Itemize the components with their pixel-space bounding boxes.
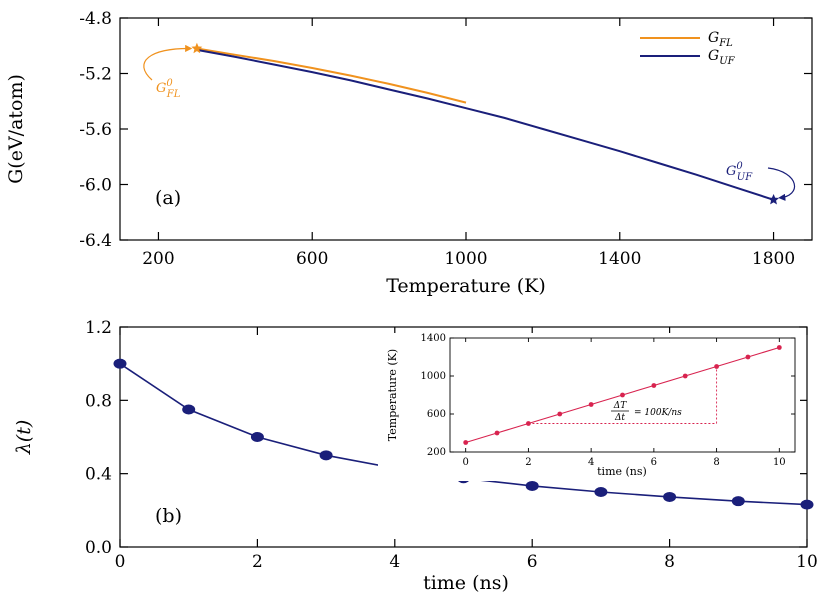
inset-data-point — [682, 373, 688, 379]
b-ytick-label: 0.8 — [85, 391, 112, 411]
inset-ytick-label: 1400 — [421, 333, 446, 344]
x-axis-title-b: time (ns) — [423, 572, 509, 594]
inset-ytick-label: 600 — [427, 409, 446, 420]
inset-data-point — [588, 402, 594, 407]
data-point-lambda — [731, 496, 745, 507]
inset-data-point — [526, 421, 531, 426]
inset-data-point — [494, 430, 500, 436]
a-ytick-label: -5.6 — [79, 120, 112, 140]
data-point-lambda — [800, 499, 814, 510]
b-ytick-label: 0.0 — [85, 538, 112, 558]
a-xtick-label: 1800 — [752, 249, 795, 269]
inset-xtick-label: 8 — [713, 457, 719, 468]
b-xtick-label: 8 — [664, 552, 675, 572]
inset-data-point — [651, 383, 657, 388]
b-xtick-label: 2 — [252, 552, 263, 572]
inset-xtick-label: 6 — [651, 457, 657, 468]
inset-data-point — [557, 411, 563, 417]
b-xtick-label: 0 — [115, 552, 126, 572]
inset-xtick-label: 4 — [588, 457, 594, 468]
inset-data-point — [776, 345, 782, 350]
inset-data-point — [463, 440, 469, 445]
a-ytick-label: -4.8 — [79, 9, 112, 29]
inset-data-point — [620, 392, 625, 398]
b-xtick-label: 4 — [389, 552, 400, 572]
star-marker-1 — [768, 194, 780, 205]
x-axis-title-a: Temperature (K) — [386, 275, 546, 297]
b-ytick-label: 1.2 — [85, 318, 112, 338]
a-ytick-label: -5.2 — [79, 65, 112, 85]
annotation-arrow-uf — [767, 167, 796, 201]
a-xtick-label: 1400 — [598, 249, 641, 269]
inset-x-axis-title: time (ns) — [597, 465, 647, 478]
b-xtick-label: 10 — [796, 552, 818, 572]
inset-ytick-label: 200 — [427, 447, 446, 458]
inset-y-axis-title: Temperature (K) — [386, 349, 399, 441]
annotation-gfl0: G0 FL — [156, 78, 181, 100]
series-line-G_FL — [196, 47, 467, 104]
a-ytick-label: -6.0 — [79, 176, 112, 196]
data-point-lambda — [594, 487, 608, 497]
data-point-lambda — [113, 358, 127, 369]
inset-xtick-label: 0 — [462, 457, 468, 468]
inset-annotation-numerator: ΔT — [613, 401, 627, 411]
inset-xtick-label: 10 — [773, 457, 786, 468]
inset-background — [378, 333, 800, 481]
legend-label-G_FL: GFL — [708, 30, 733, 49]
annotation-guf0: G0 UF — [726, 161, 753, 183]
inset-annotation-rate: = 100K/ns — [634, 408, 682, 418]
panel-label-b: (b) — [155, 505, 182, 527]
star-marker-0 — [191, 42, 203, 54]
a-xtick-label: 200 — [142, 249, 174, 269]
annotation-arrow-fl — [143, 44, 193, 81]
y-axis-title-a: G(eV/atom) — [5, 74, 27, 184]
data-point-lambda — [319, 450, 333, 461]
inset-plot-frame — [449, 337, 796, 453]
legend-label-G_UF: GUF — [708, 48, 736, 67]
panel-label-a: (a) — [155, 187, 181, 209]
inset-ytick-label: 1000 — [421, 371, 446, 382]
a-xtick-label: 1000 — [444, 249, 487, 269]
data-point-lambda — [525, 480, 539, 491]
a-xtick-label: 600 — [296, 249, 328, 269]
inset-data-point — [745, 354, 751, 360]
inset-xtick-label: 2 — [525, 457, 531, 468]
series-line-G_UF — [196, 48, 774, 201]
b-ytick-label: 0.4 — [85, 465, 112, 485]
data-point-lambda — [663, 491, 677, 502]
a-ytick-label: -6.4 — [79, 231, 112, 251]
data-point-lambda — [250, 432, 264, 442]
inset-annotation-denominator: Δt — [614, 413, 625, 423]
y-axis-title-b: λ(t) — [13, 420, 35, 456]
b-xtick-label: 6 — [527, 552, 538, 572]
panel-inset: 0 2 4 6 8 10 200 600 1000 1400 ΔT Δt = 100K/ns time (… — [378, 333, 800, 481]
data-point-lambda — [182, 404, 196, 415]
panel-a: 200 600 1000 1400 1800 -4.8 -5.2 -5.6 -6.0 -6.4 G0… — [5, 9, 813, 297]
b-plot-frame — [119, 326, 808, 548]
